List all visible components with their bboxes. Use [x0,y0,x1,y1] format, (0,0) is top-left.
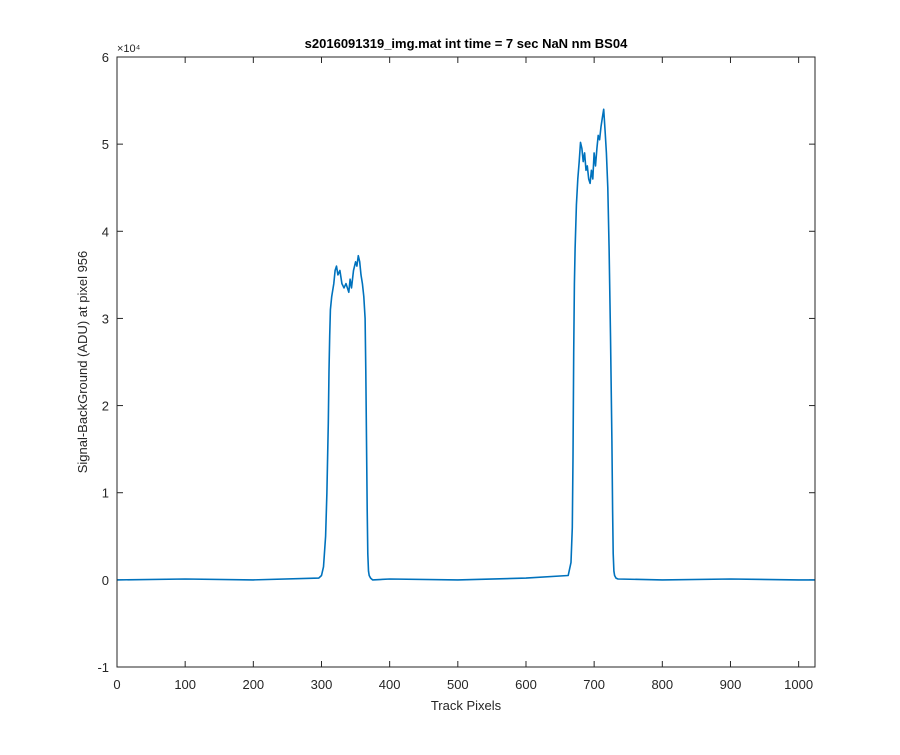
x-tick-labels: 0 100 200 300 400 500 600 700 800 900 1000 [113,677,813,692]
x-tick-label: 1000 [784,677,813,692]
x-tick-label: 300 [311,677,333,692]
y-tick-label: -1 [97,660,109,675]
y-tick-label: 0 [102,573,109,588]
x-tick-label: 200 [242,677,264,692]
y-tick-label: 6 [102,50,109,65]
x-tick-label: 500 [447,677,469,692]
x-tick-label: 100 [174,677,196,692]
x-axis-label: Track Pixels [431,698,502,713]
x-tick-label: 600 [515,677,537,692]
chart-title: s2016091319_img.mat int time = 7 sec NaN… [305,36,628,51]
x-tick-label: 0 [113,677,120,692]
y-exponent-label: ×10⁴ [117,43,141,55]
x-tick-label: 700 [583,677,605,692]
x-tick-label: 900 [720,677,742,692]
y-tick-label: 1 [102,486,109,501]
y-tick-label: 5 [102,137,109,152]
y-tick-labels: -1 0 1 2 3 4 5 6 [97,50,109,675]
axes-background [117,57,815,667]
y-tick-label: 4 [102,224,109,239]
series-line [116,108,815,581]
y-axis-label: Signal-BackGround (ADU) at pixel 956 [75,251,90,474]
axes-box [116,56,816,668]
series-layer [116,108,815,581]
y-tick-label: 2 [102,399,109,414]
x-tick-label: 400 [379,677,401,692]
y-tick-label: 3 [102,311,109,326]
x-tick-label: 800 [651,677,673,692]
